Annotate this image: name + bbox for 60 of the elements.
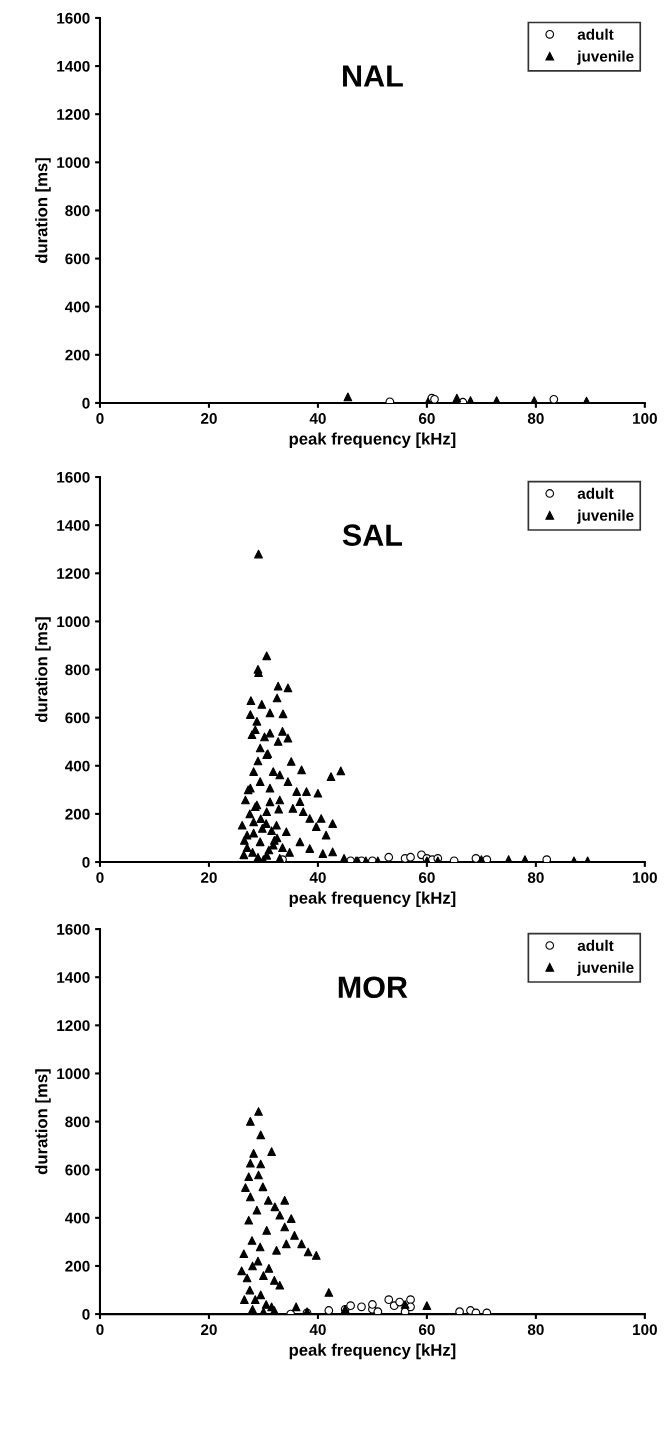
- legend-label: adult: [577, 939, 614, 952]
- y-tick-label: 1600: [57, 923, 90, 935]
- legend-label: adult: [577, 28, 614, 40]
- y-tick-label: 1600: [57, 471, 90, 483]
- y-axis-title: duration [ms]: [35, 1069, 51, 1175]
- x-axis-title: peak frequency [kHz]: [289, 891, 456, 908]
- x-tick-label: 40: [309, 872, 326, 883]
- y-tick-label: 0: [82, 397, 90, 409]
- text: MOR: [338, 976, 408, 999]
- y-tick-label: 0: [82, 856, 90, 868]
- y-tick-label: 1000: [57, 1068, 90, 1080]
- legend-label: juvenile: [577, 961, 634, 976]
- x-tick-label: 40: [309, 1324, 326, 1336]
- y-tick-label: 1200: [57, 109, 90, 120]
- y-tick-label: 0: [82, 1308, 90, 1320]
- y-tick-label: 1200: [57, 568, 90, 579]
- y-tick-label: 400: [65, 760, 90, 772]
- x-axis-title: peak frequency [kHz]: [289, 1343, 456, 1360]
- x-tick-label: 80: [527, 1324, 544, 1336]
- y-tick-label: 400: [65, 301, 90, 313]
- x-axis-title: peak frequency [kHz]: [289, 432, 456, 448]
- y-axis-title: duration [ms]: [35, 158, 51, 263]
- x-tick-label: 0: [96, 1324, 104, 1336]
- y-tick-label: 1400: [57, 972, 90, 983]
- y-axis-title: duration [ms]: [35, 617, 51, 723]
- y-tick-label: 400: [65, 1212, 90, 1224]
- x-tick-label: 0: [96, 413, 104, 424]
- x-tick-label: 60: [418, 1324, 435, 1336]
- x-tick-label: 80: [527, 872, 544, 883]
- legend-label: juvenile: [577, 50, 634, 65]
- text: NAL: [343, 65, 403, 87]
- x-tick-label: 100: [633, 872, 657, 883]
- y-tick-label: 200: [65, 808, 90, 820]
- x-tick-label: 100: [633, 1324, 657, 1336]
- x-tick-label: 20: [200, 413, 217, 424]
- x-tick-label: 40: [309, 413, 326, 424]
- x-tick-label: 60: [418, 872, 435, 883]
- y-tick-label: 1000: [57, 616, 90, 628]
- y-tick-label: 200: [65, 1260, 90, 1272]
- legend-label: juvenile: [577, 509, 634, 524]
- y-tick-label: 1400: [57, 520, 90, 531]
- y-tick-label: 600: [65, 1164, 90, 1176]
- x-tick-label: 20: [200, 1324, 217, 1336]
- y-tick-label: 800: [65, 1116, 90, 1128]
- y-tick-label: 1000: [57, 157, 90, 169]
- text: SAL: [342, 524, 403, 546]
- y-tick-label: 1200: [57, 1020, 90, 1032]
- legend-label: adult: [577, 487, 614, 499]
- y-tick-label: 800: [65, 664, 90, 676]
- y-tick-label: 200: [65, 349, 90, 361]
- x-tick-label: 0: [96, 872, 104, 883]
- x-tick-label: 60: [418, 413, 435, 424]
- y-tick-label: 600: [65, 253, 90, 265]
- x-tick-label: 80: [527, 413, 544, 424]
- y-tick-label: 600: [65, 712, 90, 724]
- y-tick-label: 800: [65, 205, 90, 217]
- y-tick-label: 1400: [57, 60, 90, 72]
- x-tick-label: 20: [200, 872, 217, 883]
- y-tick-label: 1600: [57, 12, 90, 24]
- x-tick-label: 100: [633, 413, 657, 424]
